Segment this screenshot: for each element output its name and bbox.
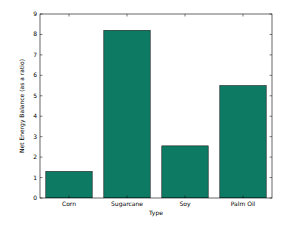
y-tick-label: 9 (33, 10, 37, 17)
y-tick (40, 54, 43, 55)
bar (220, 86, 266, 198)
y-tick-label: 7 (33, 51, 37, 58)
chart: 0 1 2 3 4 5 6 7 8 9 Corn Sugarcane Soy Palm Oil Type Ne… (0, 0, 300, 225)
y-tick (270, 14, 273, 15)
y-axis-label: Net Energy Balance (as a ratio) (18, 59, 26, 153)
x-tick (69, 14, 70, 17)
y-tick (40, 75, 43, 76)
y-tick-label: 0 (33, 194, 37, 201)
y-tick-label: 3 (33, 133, 37, 140)
x-tick (69, 196, 70, 199)
y-tick (40, 136, 43, 137)
y-tick (270, 54, 273, 55)
y-tick (270, 95, 273, 96)
y-tick (270, 34, 273, 35)
y-tick (40, 157, 43, 158)
y-tick (40, 95, 43, 96)
y-tick (40, 198, 43, 199)
y-tick-label: 5 (33, 92, 37, 99)
y-tick-label: 2 (33, 153, 37, 160)
x-tick (185, 14, 186, 17)
x-tick (185, 196, 186, 199)
plot-bg (40, 14, 272, 198)
x-tick (243, 196, 244, 199)
bar (104, 30, 150, 198)
y-tick-label: 6 (33, 71, 37, 78)
y-tick (40, 14, 43, 15)
x-tick-label: Palm Oil (231, 200, 256, 207)
y-tick (40, 34, 43, 35)
y-tick (270, 116, 273, 117)
x-axis-label: Type (148, 209, 163, 217)
y-tick-label: 4 (33, 112, 37, 119)
x-tick (127, 196, 128, 199)
bar (46, 171, 92, 198)
y-tick-label: 8 (33, 30, 37, 37)
bar (162, 146, 208, 198)
x-tick-label: Soy (179, 200, 190, 208)
y-tick (270, 198, 273, 199)
y-tick (270, 75, 273, 76)
y-tick (40, 116, 43, 117)
x-tick (127, 14, 128, 17)
y-tick (270, 136, 273, 137)
axes-frame (40, 14, 272, 198)
x-tick-label: Sugarcane (111, 200, 143, 208)
x-tick-label: Corn (62, 200, 76, 207)
y-tick (270, 177, 273, 178)
y-tick-label: 1 (33, 174, 37, 181)
y-tick (40, 177, 43, 178)
y-tick (270, 157, 273, 158)
bars (46, 30, 266, 198)
x-tick (243, 14, 244, 17)
